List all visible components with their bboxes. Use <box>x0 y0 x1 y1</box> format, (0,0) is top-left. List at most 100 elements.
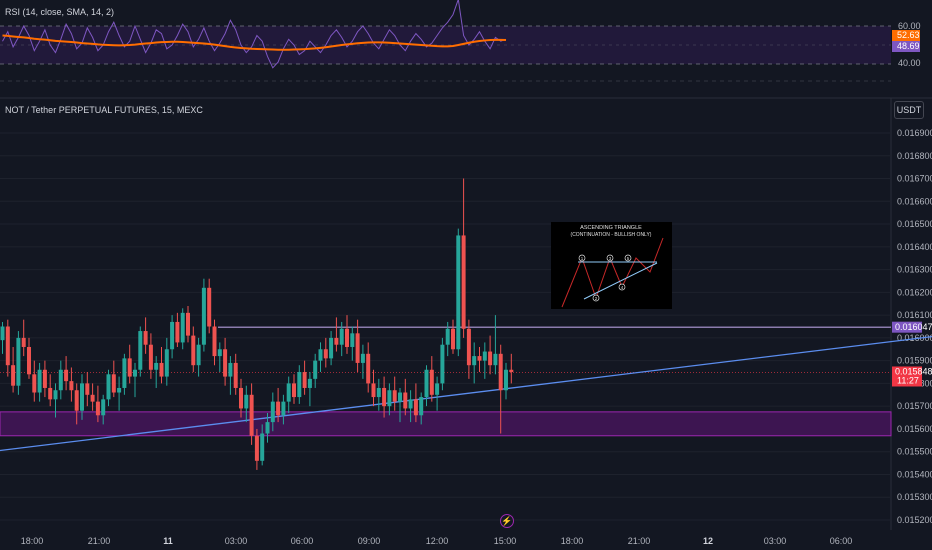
price-tick-label: 0.015900 <box>897 356 932 366</box>
candle-body <box>254 435 259 461</box>
candle-body <box>429 369 434 395</box>
candle-body <box>5 326 10 366</box>
candle-body <box>488 351 493 366</box>
candle-body <box>313 360 318 379</box>
support-zone <box>0 411 892 437</box>
inset-point-marker <box>578 254 586 262</box>
inset-point-label: 4 <box>621 285 624 290</box>
ascending-trendline <box>0 335 932 452</box>
candle-body <box>175 321 180 343</box>
price-tick-label: 0.016400 <box>897 242 932 252</box>
candle-body <box>376 387 381 398</box>
price-tick-label: 0.016700 <box>897 174 932 184</box>
candle-body <box>122 358 127 388</box>
time-tick-label: 15:00 <box>494 536 517 546</box>
time-tick-label: 06:00 <box>291 536 314 546</box>
candle-body <box>318 349 323 361</box>
candle-body <box>170 321 175 350</box>
inset-title-1: ASCENDING TRIANGLE <box>580 225 642 231</box>
candle-body <box>90 394 95 402</box>
candle-body <box>424 369 429 398</box>
candle-body <box>48 387 53 400</box>
candle-body <box>16 337 21 386</box>
candle-body <box>186 312 190 336</box>
inset-zigzag <box>561 237 664 308</box>
main-pane: NOT / Tether PERPETUAL FUTURES, 15, MEXC… <box>0 105 932 525</box>
price-tick-label: 0.016300 <box>897 265 932 275</box>
time-tick-label: 09:00 <box>358 536 381 546</box>
candle-body <box>212 326 217 357</box>
candle-body <box>461 235 466 329</box>
price-tick-label: 0.016500 <box>897 219 932 229</box>
currency-button[interactable]: USDT <box>894 101 924 119</box>
candle-body <box>504 369 508 391</box>
resistance-price-text: 0.016047 <box>895 322 932 332</box>
candle-body <box>74 390 79 411</box>
candle-body <box>223 349 228 377</box>
candle-body <box>154 362 159 370</box>
candle-body <box>217 349 222 357</box>
price-tick-label: 0.016800 <box>897 151 932 161</box>
candle-body <box>509 369 514 373</box>
inset-point-label: 3 <box>609 256 612 261</box>
time-tick-label: 21:00 <box>628 536 651 546</box>
candle-body <box>207 287 212 327</box>
candle-body <box>398 392 402 402</box>
price-tick-label: 0.016600 <box>897 196 932 206</box>
candle-body <box>37 369 42 393</box>
price-tick-label: 0.016200 <box>897 287 932 297</box>
candle-body <box>80 383 84 411</box>
candle-body <box>482 351 487 361</box>
candle-body <box>69 381 74 391</box>
candle-body <box>440 344 445 384</box>
rsi-value-tag <box>892 30 920 41</box>
price-tick-label: 0.015700 <box>897 401 932 411</box>
price-tick-label: 0.015400 <box>897 469 932 479</box>
price-tick-label: 0.015200 <box>897 515 932 525</box>
rsi-sma-line <box>2 34 507 51</box>
candle-body <box>292 383 296 398</box>
candle-body <box>498 353 503 391</box>
inset-support <box>583 262 658 300</box>
candle-body <box>339 328 344 345</box>
rsi-axis-60: 60.00 <box>898 21 921 31</box>
time-tick-label: 12:00 <box>426 536 449 546</box>
candle-body <box>323 349 328 359</box>
candle-body <box>276 401 281 416</box>
candle-body <box>64 369 69 382</box>
candle-body <box>101 399 106 416</box>
inset-point-marker <box>606 254 614 262</box>
main-title: NOT / Tether PERPETUAL FUTURES, 15, MEXC <box>5 105 203 115</box>
candle-body <box>413 399 418 416</box>
candle-body <box>286 383 291 402</box>
bolt-icon[interactable]: ⚡ <box>500 514 514 528</box>
candle-body <box>329 337 334 359</box>
candle-body <box>493 353 498 366</box>
time-tick-label: 03:00 <box>225 536 248 546</box>
pattern-inset: ASCENDING TRIANGLE (CONTINUATION - BULLI… <box>551 222 672 309</box>
time-tick-label: 06:00 <box>830 536 853 546</box>
candle-body <box>27 346 31 375</box>
candle-body <box>196 344 201 366</box>
rsi-title: RSI (14, close, SMA, 14, 2) <box>5 7 114 17</box>
inset-point-label: 5 <box>627 256 630 261</box>
candle-body <box>53 390 58 400</box>
candle-body <box>281 401 286 416</box>
candle-body <box>297 372 302 398</box>
candle-body <box>21 337 26 347</box>
candle-body <box>302 372 307 388</box>
candle-body <box>382 387 387 407</box>
rsi-value-text: 52.63 <box>897 30 920 40</box>
candle-body <box>345 328 349 347</box>
candle-body <box>191 335 196 366</box>
candle-body <box>11 365 16 386</box>
price-tick-label: 0.015500 <box>897 447 932 457</box>
candle-body <box>445 328 450 345</box>
candle-body <box>148 344 153 370</box>
candle-body <box>32 374 37 393</box>
candle-body <box>350 333 355 347</box>
candle-body <box>180 312 185 343</box>
candle-body <box>265 422 270 434</box>
time-tick-label: 12 <box>703 536 713 546</box>
